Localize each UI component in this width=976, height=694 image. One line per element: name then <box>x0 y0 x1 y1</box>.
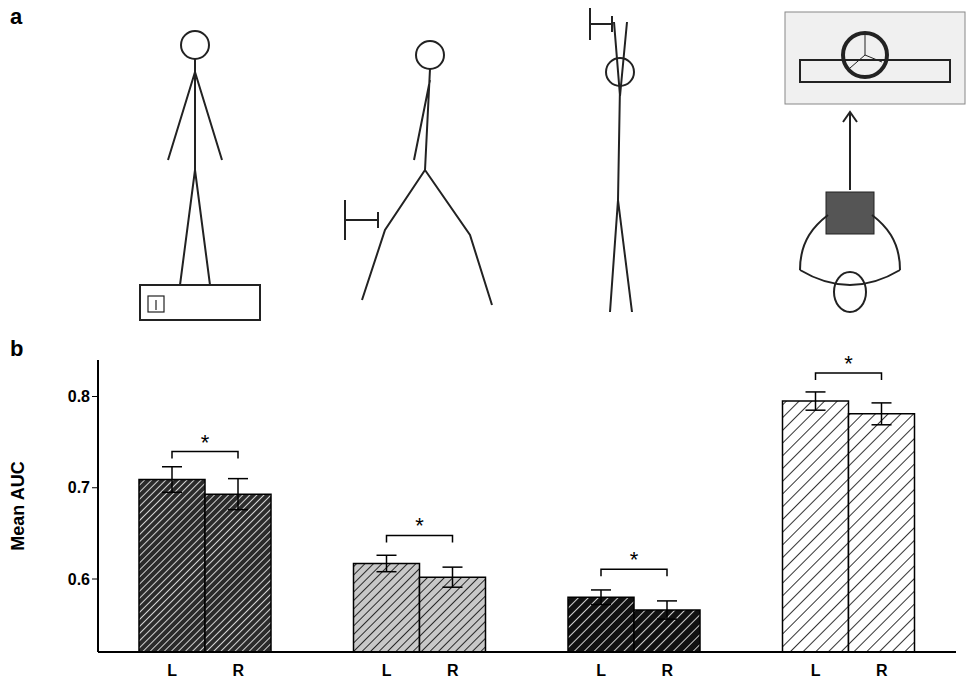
svg-text:L: L <box>167 662 177 679</box>
svg-text:b: b <box>10 336 23 361</box>
svg-text:0.7: 0.7 <box>68 479 90 496</box>
svg-text:R: R <box>661 662 673 679</box>
svg-text:L: L <box>811 662 821 679</box>
svg-text:Mean AUC: Mean AUC <box>8 461 28 550</box>
svg-text:R: R <box>876 662 888 679</box>
svg-text:L: L <box>382 662 392 679</box>
svg-text:0.6: 0.6 <box>68 571 90 588</box>
svg-text:*: * <box>415 513 424 538</box>
svg-text:R: R <box>232 662 244 679</box>
svg-text:R: R <box>447 662 459 679</box>
svg-text:0.8: 0.8 <box>68 388 90 405</box>
svg-text:*: * <box>630 547 639 572</box>
svg-text:a: a <box>10 4 23 29</box>
svg-text:*: * <box>201 430 210 455</box>
svg-text:L: L <box>596 662 606 679</box>
svg-text:*: * <box>844 351 853 376</box>
